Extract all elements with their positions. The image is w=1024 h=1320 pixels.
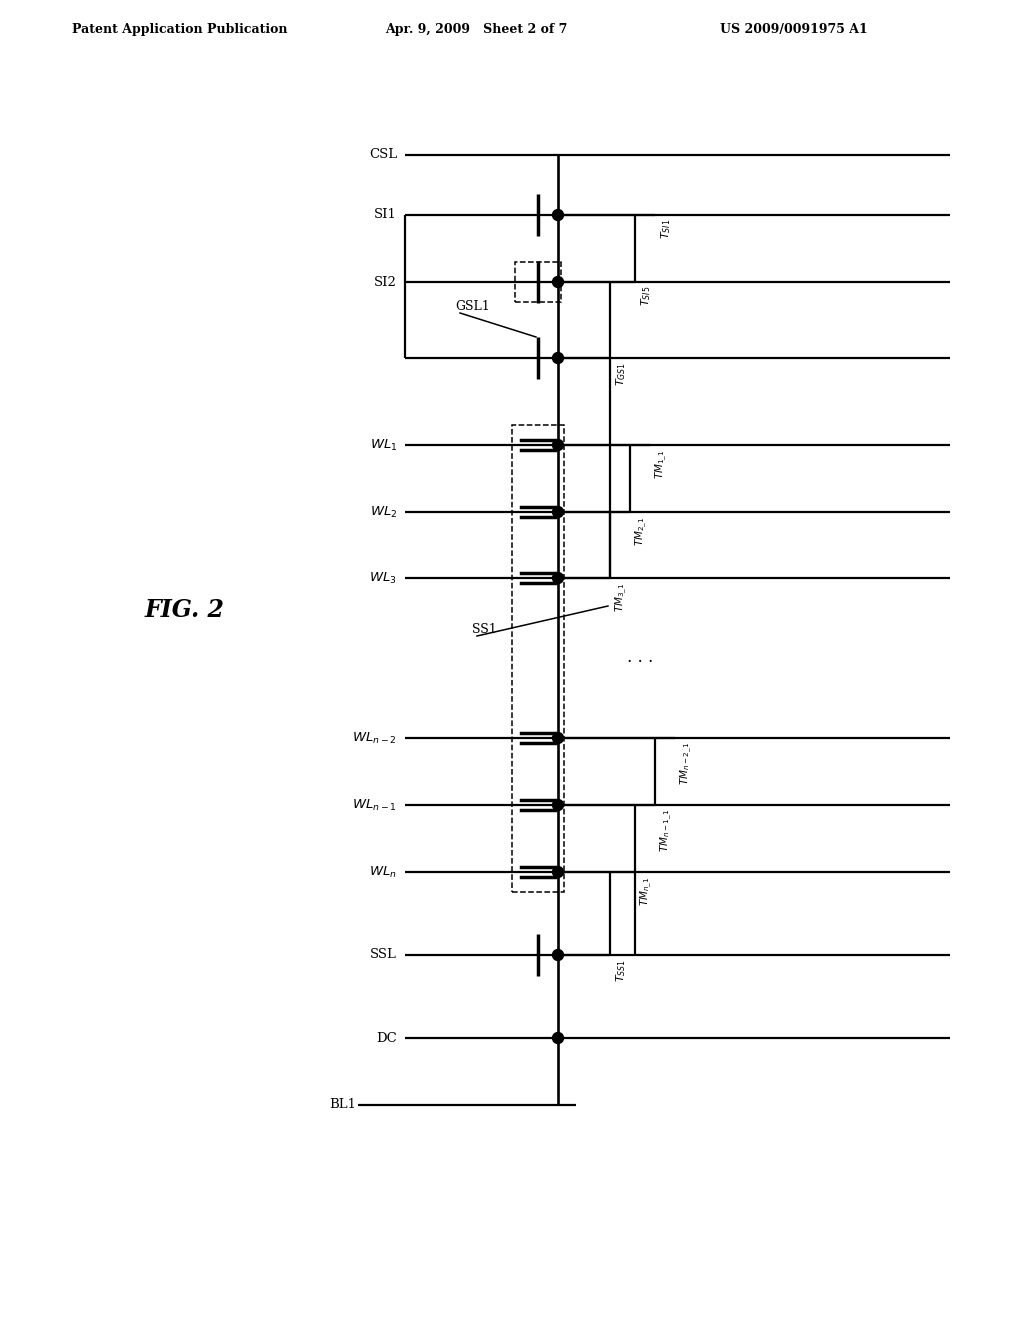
Text: SSL: SSL bbox=[370, 949, 397, 961]
Circle shape bbox=[553, 866, 563, 878]
Text: SI1: SI1 bbox=[374, 209, 397, 222]
Text: $TM_{1\_1}$: $TM_{1\_1}$ bbox=[654, 449, 670, 479]
Circle shape bbox=[553, 573, 563, 583]
Circle shape bbox=[553, 507, 563, 517]
Text: $WL_n$: $WL_n$ bbox=[370, 865, 397, 879]
Text: $TM_{n-1\_1}$: $TM_{n-1\_1}$ bbox=[659, 809, 674, 851]
Circle shape bbox=[553, 352, 563, 363]
Circle shape bbox=[553, 440, 563, 450]
Text: $WL_{n-2}$: $WL_{n-2}$ bbox=[352, 730, 397, 746]
Text: FIG. 2: FIG. 2 bbox=[145, 598, 225, 622]
Text: SI2: SI2 bbox=[374, 276, 397, 289]
Text: $T_{GS1}$: $T_{GS1}$ bbox=[614, 362, 628, 385]
Text: BL1: BL1 bbox=[329, 1098, 356, 1111]
Text: CSL: CSL bbox=[369, 149, 397, 161]
Text: Patent Application Publication: Patent Application Publication bbox=[72, 24, 288, 37]
Text: $TM_{n-2\_1}$: $TM_{n-2\_1}$ bbox=[679, 742, 694, 785]
Text: $WL_1$: $WL_1$ bbox=[370, 437, 397, 453]
Text: Apr. 9, 2009   Sheet 2 of 7: Apr. 9, 2009 Sheet 2 of 7 bbox=[385, 24, 567, 37]
Text: $WL_2$: $WL_2$ bbox=[370, 504, 397, 520]
Text: $TM_{n\_1}$: $TM_{n\_1}$ bbox=[639, 876, 654, 906]
Text: $WL_{n-1}$: $WL_{n-1}$ bbox=[352, 797, 397, 813]
Text: DC: DC bbox=[376, 1031, 397, 1044]
Text: SS1: SS1 bbox=[472, 623, 497, 636]
Text: $TM_{3\_1}$: $TM_{3\_1}$ bbox=[614, 582, 629, 611]
Circle shape bbox=[553, 1032, 563, 1044]
Circle shape bbox=[553, 949, 563, 961]
Text: . . .: . . . bbox=[627, 649, 653, 667]
Text: $TM_{2\_1}$: $TM_{2\_1}$ bbox=[634, 516, 649, 545]
Text: $T_{SI5}$: $T_{SI5}$ bbox=[639, 286, 653, 306]
Circle shape bbox=[553, 210, 563, 220]
Text: US 2009/0091975 A1: US 2009/0091975 A1 bbox=[720, 24, 867, 37]
Text: $T_{SS1}$: $T_{SS1}$ bbox=[614, 960, 628, 982]
Circle shape bbox=[553, 733, 563, 743]
Text: GSL1: GSL1 bbox=[455, 300, 489, 313]
Circle shape bbox=[553, 276, 563, 288]
Text: $WL_3$: $WL_3$ bbox=[370, 570, 397, 586]
Text: $T_{SI1}$: $T_{SI1}$ bbox=[659, 219, 673, 239]
Circle shape bbox=[553, 800, 563, 810]
